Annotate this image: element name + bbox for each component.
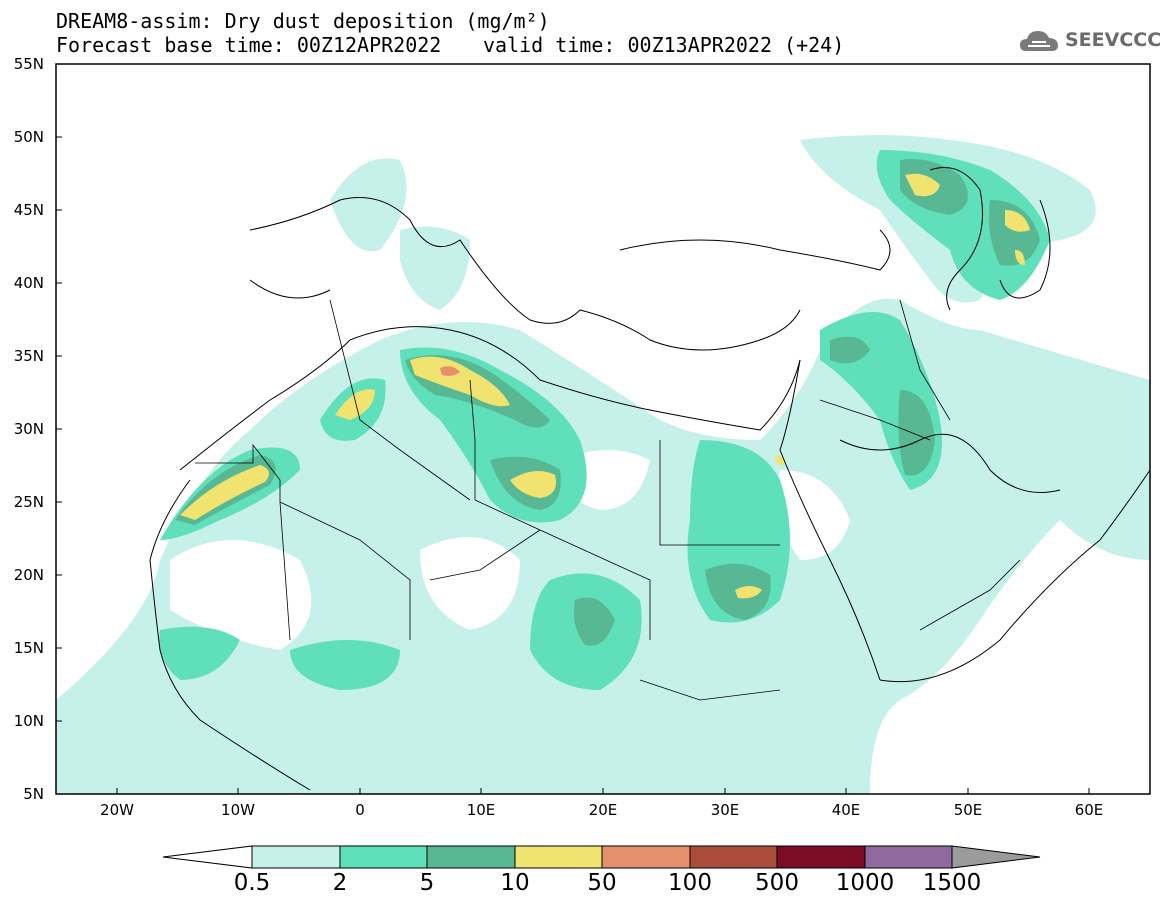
colorbar-over-arrow <box>951 845 1041 869</box>
colorbar-label: 10 <box>500 870 530 896</box>
colorbar-label: 0.5 <box>233 870 271 896</box>
colorbar-label: 5 <box>419 870 435 896</box>
colorbar-label: 50 <box>587 870 617 896</box>
lon-label: 60E <box>1074 801 1104 819</box>
lat-label: 20N <box>13 566 44 584</box>
lat-label: 55N <box>13 55 44 73</box>
colorbar-bin-1 <box>251 845 341 869</box>
lon-label: 40E <box>831 801 861 819</box>
lat-label: 10N <box>13 712 44 730</box>
lat-label: 35N <box>13 347 44 365</box>
colorbar-label: 1000 <box>835 870 895 896</box>
colorbar <box>162 845 1041 869</box>
lon-label: 10W <box>221 801 255 819</box>
coastlines <box>149 167 1150 791</box>
map-title: DREAM8-assim: Dry dust deposition (mg/m²… <box>56 9 550 33</box>
colorbar-under-arrow <box>162 845 253 869</box>
lon-label: 30E <box>710 801 740 819</box>
cloud-icon <box>1020 31 1058 51</box>
colorbar-bin-2 <box>339 845 428 869</box>
colorbar-label: 1500 <box>922 870 982 896</box>
logo-text: SEEVCCC <box>1065 29 1162 51</box>
lon-label: 20W <box>100 801 134 819</box>
lon-label: 10E <box>466 801 496 819</box>
lat-label: 25N <box>13 493 44 511</box>
forecast-base-time: Forecast base time: 00Z12APR2022 <box>56 33 442 57</box>
dust-level-5 <box>440 366 460 376</box>
lon-label: 50E <box>953 801 983 819</box>
colorbar-bin-4 <box>514 845 603 869</box>
dust-level-4 <box>180 173 1030 599</box>
lon-label: 20E <box>588 801 618 819</box>
colorbar-bin-8 <box>864 845 953 869</box>
lat-label: 30N <box>13 420 44 438</box>
colorbar-label: 500 <box>755 870 799 896</box>
colorbar-label: 2 <box>332 870 348 896</box>
lat-label: 50N <box>13 128 44 146</box>
lat-label: 40N <box>13 274 44 292</box>
axis-ticks <box>56 63 1090 794</box>
lat-label: 15N <box>13 639 44 657</box>
country-borders <box>195 299 1021 701</box>
colorbar-bin-5 <box>601 845 691 869</box>
colorbar-bin-3 <box>426 845 516 869</box>
lat-label: 5N <box>23 785 44 803</box>
colorbar-label: 100 <box>668 870 712 896</box>
valid-time: valid time: 00Z13APR2022 (+24) <box>483 33 845 57</box>
lat-label: 45N <box>13 201 44 219</box>
lon-label: 0 <box>355 801 365 819</box>
colorbar-bin-7 <box>776 845 866 869</box>
colorbar-bin-6 <box>689 845 778 869</box>
